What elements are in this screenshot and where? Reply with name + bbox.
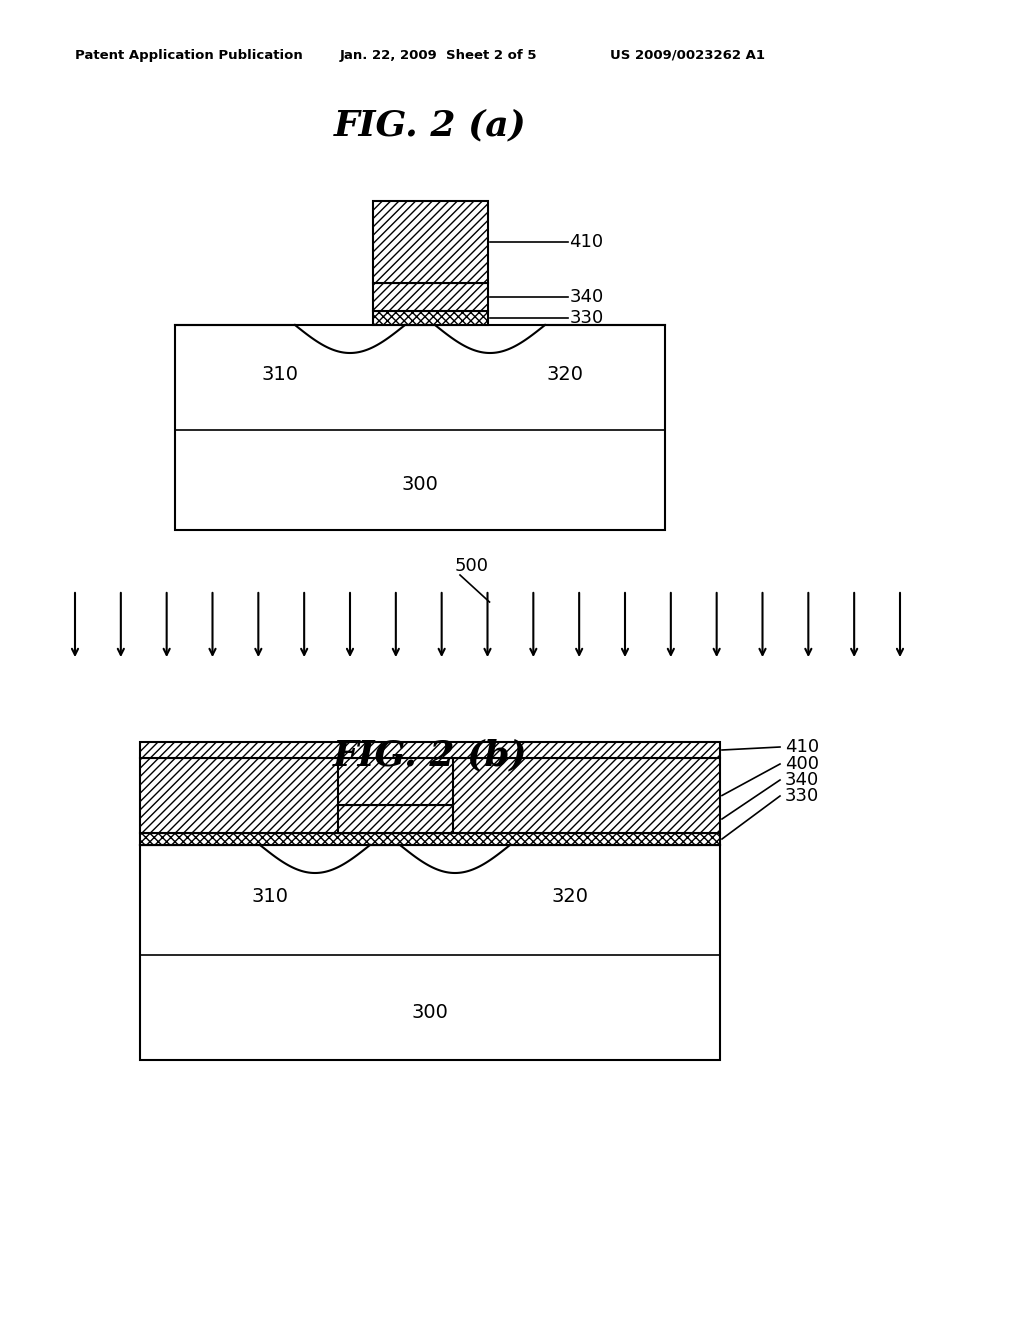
Text: 300: 300 [412, 1003, 449, 1023]
Bar [373, 201, 487, 282]
Text: 500: 500 [455, 557, 489, 576]
Bar [140, 833, 720, 845]
Text: 310: 310 [261, 366, 299, 384]
Text: 310: 310 [252, 887, 289, 907]
Text: FIG. 2 (b): FIG. 2 (b) [333, 738, 527, 772]
Text: 410: 410 [785, 738, 819, 756]
Text: FIG. 2 (a): FIG. 2 (a) [334, 108, 526, 143]
Bar [140, 845, 720, 1060]
Text: Patent Application Publication: Patent Application Publication [75, 49, 303, 62]
Text: 410: 410 [569, 234, 603, 251]
Bar [338, 758, 453, 805]
Text: 330: 330 [785, 787, 819, 805]
Text: 340: 340 [569, 288, 604, 306]
Text: US 2009/0023262 A1: US 2009/0023262 A1 [610, 49, 765, 62]
Text: 320: 320 [552, 887, 589, 907]
Text: 320: 320 [547, 366, 584, 384]
Bar [175, 325, 665, 531]
Text: 400: 400 [785, 755, 819, 774]
Bar [140, 758, 720, 833]
Bar [140, 742, 720, 758]
Text: 340: 340 [785, 771, 819, 789]
Text: 330: 330 [569, 309, 604, 327]
Bar [338, 805, 453, 833]
Bar [373, 282, 487, 312]
Bar [373, 312, 487, 325]
Text: Jan. 22, 2009  Sheet 2 of 5: Jan. 22, 2009 Sheet 2 of 5 [340, 49, 538, 62]
Text: 300: 300 [401, 475, 438, 495]
